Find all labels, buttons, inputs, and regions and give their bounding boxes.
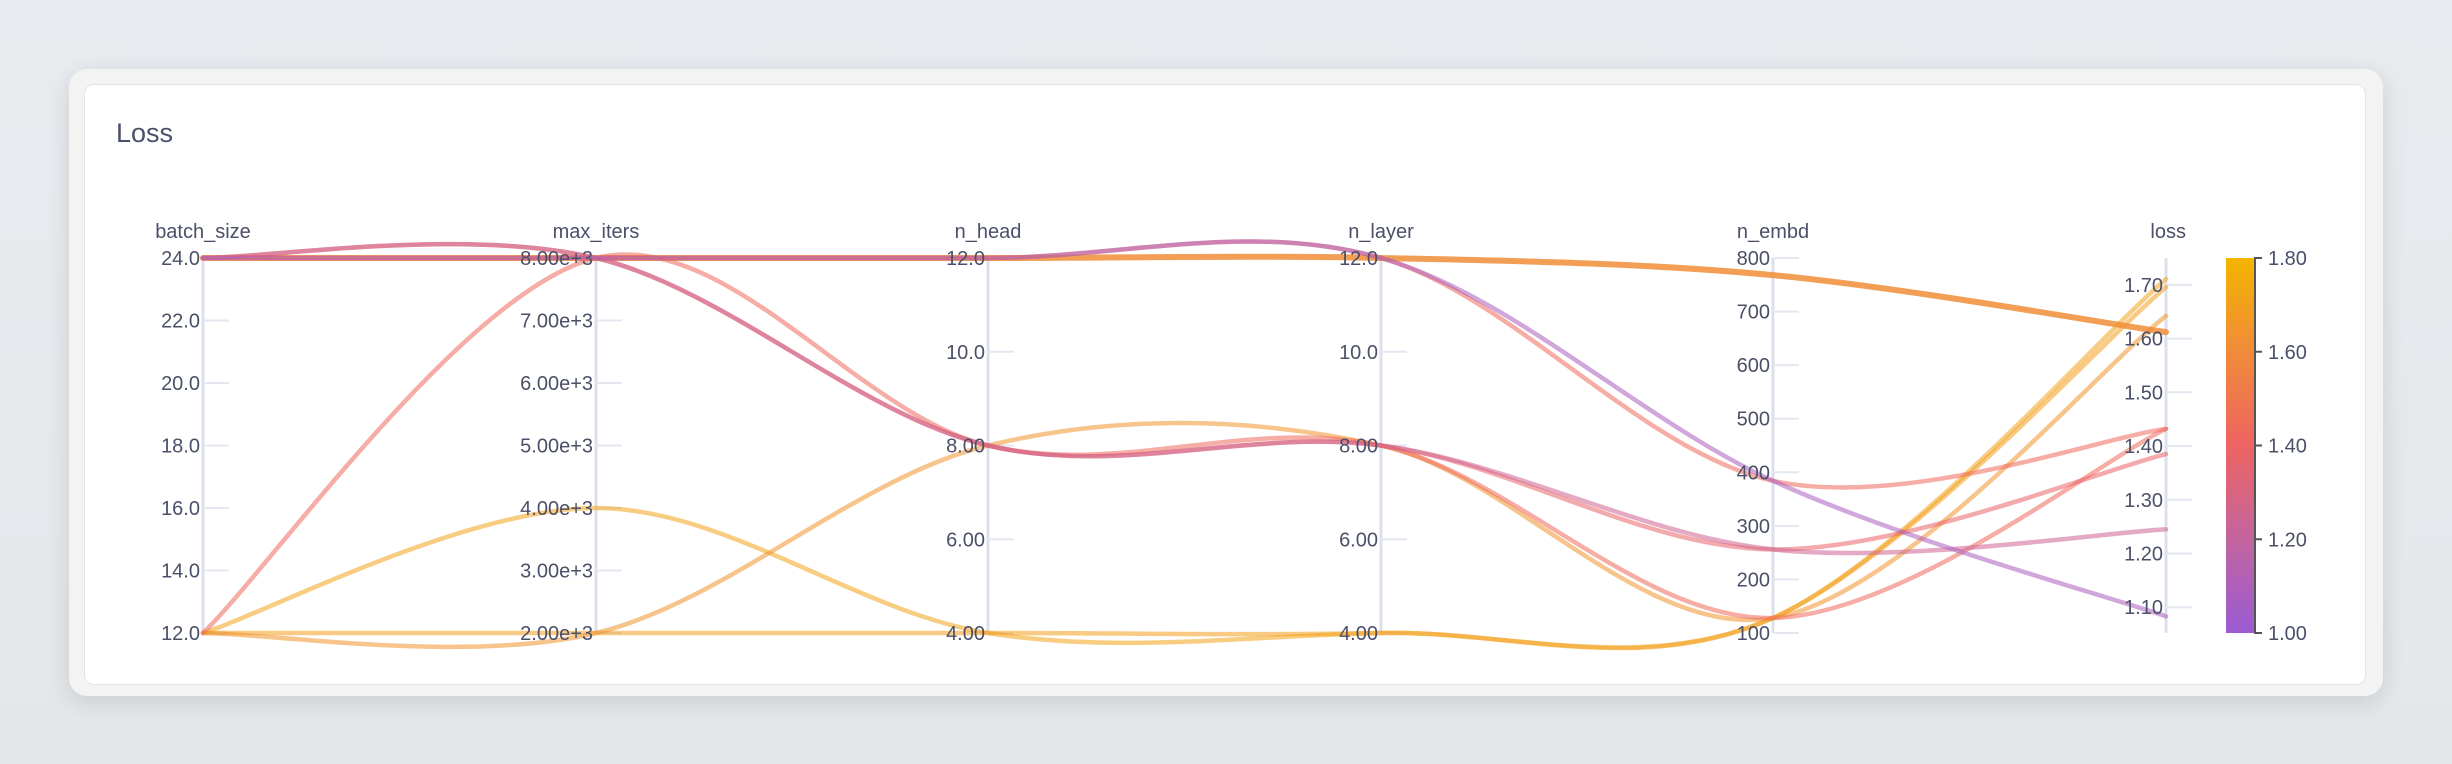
- tick-label: 12.0: [161, 623, 200, 645]
- tick-label: 1.60: [2124, 329, 2163, 351]
- tick-label: 10.0: [946, 342, 985, 364]
- run-line[interactable]: [200, 284, 2169, 650]
- panel-title: Loss: [116, 118, 174, 148]
- tick-label: 4.00: [946, 623, 985, 645]
- run-line[interactable]: [200, 241, 2169, 556]
- axis-title: max_iters: [553, 221, 640, 243]
- tick-label: 400: [1737, 462, 1770, 484]
- tick-label: 800: [1737, 248, 1770, 270]
- tick-label: 2.00e+3: [520, 623, 593, 645]
- axis-title: n_embd: [1737, 221, 1809, 243]
- colorbar-tick-label: 1.60: [2268, 342, 2307, 364]
- axis-title: n_head: [955, 221, 1022, 243]
- colorbar: 1.00 1.20 1.40 1.60 1.80: [2226, 248, 2307, 645]
- axis-batch_size[interactable]: [201, 257, 229, 634]
- tick-label: 20.0: [161, 373, 200, 395]
- tick-label: 16.0: [161, 498, 200, 520]
- tick-label: 300: [1737, 516, 1770, 538]
- tick-label: 1.10: [2124, 597, 2163, 619]
- tick-label: 600: [1737, 355, 1770, 377]
- chart-card: [84, 84, 2366, 685]
- colorbar-gradient: [2226, 258, 2254, 633]
- run-line[interactable]: [200, 276, 2169, 651]
- tick-label: 8.00e+3: [520, 248, 593, 270]
- run-line[interactable]: [200, 313, 2169, 650]
- tick-label: 18.0: [161, 436, 200, 458]
- colorbar-tick-label: 1.40: [2268, 436, 2307, 458]
- axis-loss[interactable]: [2164, 258, 2192, 633]
- tick-label: 24.0: [161, 248, 200, 270]
- colorbar-tick-label: 1.20: [2268, 529, 2307, 551]
- tick-label: 8.00: [1339, 436, 1378, 458]
- tick-label: 700: [1737, 302, 1770, 324]
- run-line[interactable]: [200, 252, 2169, 636]
- axis-title: batch_size: [155, 221, 251, 243]
- tick-label: 500: [1737, 409, 1770, 431]
- axis-n_embd[interactable]: [1771, 257, 1799, 634]
- axis-title: loss: [2150, 221, 2186, 243]
- run-line[interactable]: [200, 253, 2169, 336]
- colorbar-tick-label: 1.80: [2268, 248, 2307, 270]
- tick-label: 100: [1737, 623, 1770, 645]
- run-line[interactable]: [200, 239, 2169, 619]
- tick-label: 8.00: [946, 436, 985, 458]
- tick-label: 6.00: [946, 529, 985, 551]
- tick-label: 14.0: [161, 561, 200, 583]
- tick-label: 1.30: [2124, 490, 2163, 512]
- tick-label: 6.00: [1339, 529, 1378, 551]
- run-line[interactable]: [200, 241, 2169, 552]
- tick-label: 22.0: [161, 311, 200, 333]
- tick-label: 4.00e+3: [520, 498, 593, 520]
- tick-label: 1.50: [2124, 382, 2163, 404]
- tick-label: 12.0: [1339, 248, 1378, 270]
- axis-title: n_layer: [1348, 221, 1414, 243]
- tick-label: 7.00e+3: [520, 311, 593, 333]
- tick-label: 4.00: [1339, 623, 1378, 645]
- tick-label: 10.0: [1339, 342, 1378, 364]
- tick-label: 1.70: [2124, 275, 2163, 297]
- tick-label: 5.00e+3: [520, 436, 593, 458]
- tick-label: 12.0: [946, 248, 985, 270]
- tick-label: 6.00e+3: [520, 373, 593, 395]
- tick-label: 3.00e+3: [520, 561, 593, 583]
- tick-label: 1.20: [2124, 543, 2163, 565]
- colorbar-tick-label: 1.00: [2268, 623, 2307, 645]
- axis-max_iters[interactable]: [594, 257, 622, 634]
- tick-label: 1.40: [2124, 436, 2163, 458]
- tick-label: 200: [1737, 569, 1770, 591]
